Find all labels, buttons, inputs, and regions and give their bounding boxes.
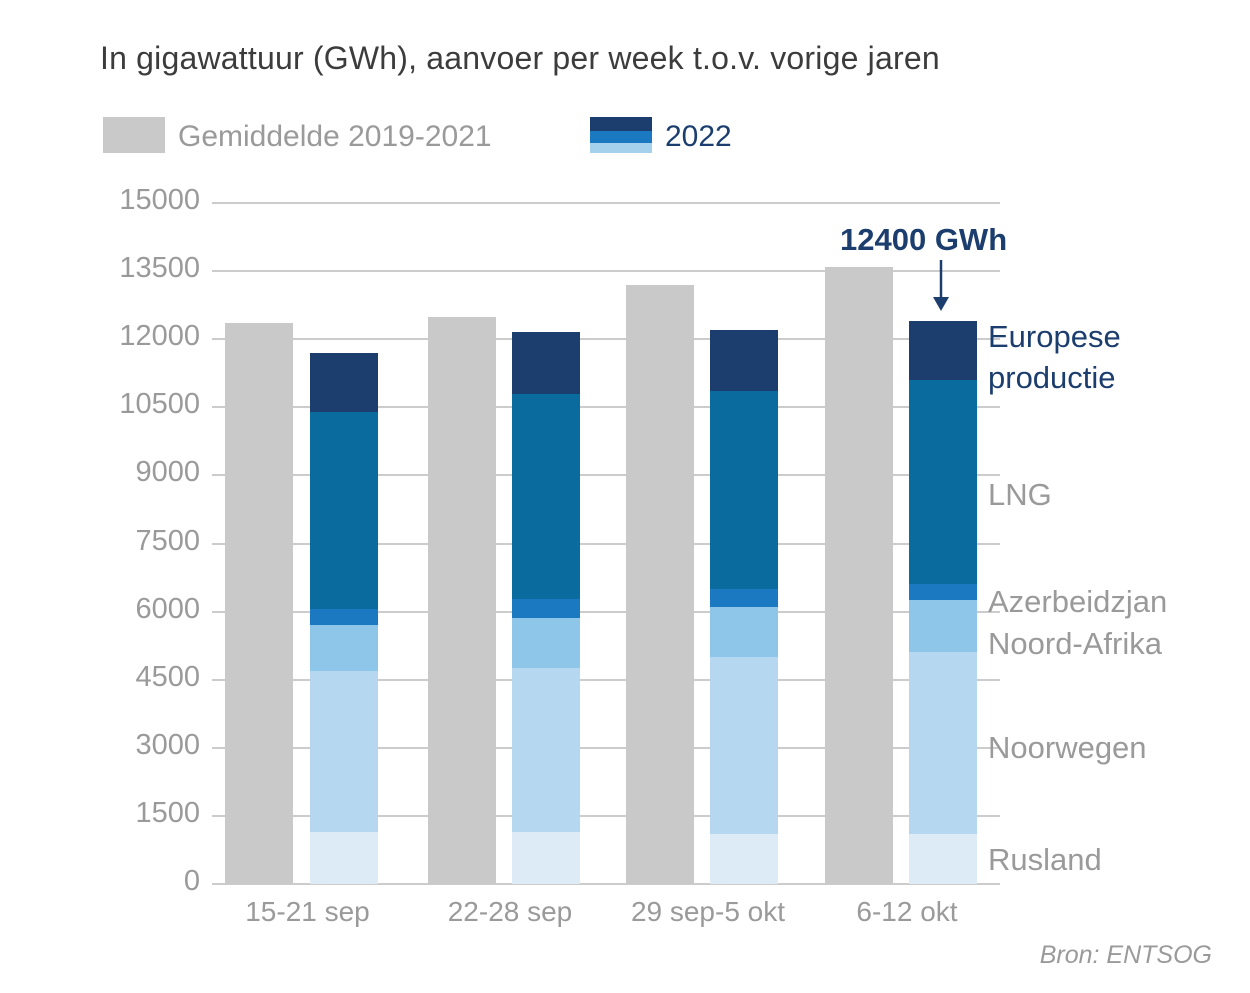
source-credit: Bron: ENTSOG — [1039, 941, 1212, 969]
segment-rusland — [310, 831, 378, 884]
y-tick-label: 6000 — [135, 592, 200, 625]
legend-swatch-2022-stripe-dark — [590, 117, 652, 131]
y-tick-label: 0 — [183, 865, 200, 897]
bar-2022-2 — [512, 332, 580, 884]
segment-noord_afrika — [310, 625, 378, 671]
segment-rusland — [512, 831, 580, 884]
right-label-noord-afrika: Noord-Afrika — [988, 626, 1162, 661]
segment-rusland — [710, 834, 778, 884]
bar-average-3 — [626, 284, 694, 884]
segment-noorwegen — [710, 657, 778, 835]
bar-2022-1 — [310, 352, 378, 884]
segment-noorwegen — [512, 668, 580, 832]
bar-2022-4 — [909, 321, 977, 884]
chart-title: In gigawattuur (GWh), aanvoer per week t… — [100, 40, 940, 76]
right-label-azerbeidzjan: Azerbeidzjan — [988, 584, 1168, 619]
y-tick-label: 3000 — [135, 728, 200, 761]
segment-europese_productie — [512, 332, 580, 395]
gridline — [212, 474, 1000, 477]
right-label-rusland: Rusland — [988, 842, 1102, 877]
segment-lng — [512, 394, 580, 600]
bar-average-1 — [225, 323, 293, 884]
x-tick-label: 29 sep-5 okt — [630, 896, 786, 927]
y-tick-label: 7500 — [135, 524, 200, 557]
gridline — [212, 678, 1000, 681]
x-tick-label: 22-28 sep — [447, 896, 573, 927]
x-tick-label: 6-12 okt — [856, 896, 958, 927]
gridline — [212, 814, 1000, 817]
peak-value-annotation: 12400 GWh — [840, 222, 1008, 257]
segment-lng — [310, 411, 378, 610]
legend-swatch-2022-stripe-light — [590, 143, 652, 153]
gridline — [212, 746, 1000, 749]
segment-lng — [909, 380, 977, 585]
segment-noord_afrika — [512, 617, 580, 669]
gridline — [212, 542, 1000, 545]
segment-azerbeidzjan — [310, 609, 378, 626]
legend-swatch-2022-stripe-mid — [590, 131, 652, 143]
x-tick-label: 15-21 sep — [245, 896, 370, 927]
legend-swatch-average — [103, 117, 165, 153]
segment-lng — [710, 391, 778, 589]
gridline — [212, 270, 1000, 273]
y-tick-label: 12000 — [119, 320, 200, 353]
gridline — [212, 202, 1000, 204]
right-label-noorwegen: Noorwegen — [988, 730, 1147, 765]
bar-average-2 — [428, 316, 496, 884]
segment-azerbeidzjan — [710, 588, 778, 608]
segment-noord_afrika — [909, 600, 977, 653]
gridline — [212, 883, 1000, 885]
gridline — [212, 610, 1000, 613]
legend-label-2022: 2022 — [665, 120, 732, 153]
segment-europese_productie — [909, 321, 977, 381]
y-tick-label: 15000 — [119, 184, 200, 216]
gridline — [212, 338, 1000, 341]
bar-average-4 — [825, 266, 893, 884]
y-tick-label: 4500 — [135, 660, 200, 693]
segment-noord_afrika — [710, 607, 778, 657]
gridline — [212, 406, 1000, 409]
segment-noorwegen — [310, 670, 378, 832]
segment-azerbeidzjan — [909, 584, 977, 601]
y-tick-label: 13500 — [119, 252, 200, 285]
right-label-europese-productie: Europese productie — [988, 319, 1121, 395]
legend-swatch-2022 — [590, 117, 652, 153]
y-tick-label: 10500 — [119, 388, 200, 421]
segment-europese_productie — [310, 352, 378, 412]
segment-rusland — [909, 834, 977, 884]
segment-azerbeidzjan — [512, 599, 580, 618]
legend-label-average: Gemiddelde 2019-2021 — [178, 120, 492, 153]
down-arrow-icon — [933, 260, 949, 311]
segment-europese_productie — [710, 330, 778, 392]
right-label-lng: LNG — [988, 477, 1052, 512]
y-tick-label: 9000 — [135, 456, 200, 489]
bar-2022-3 — [710, 330, 778, 884]
y-tick-label: 1500 — [135, 796, 200, 829]
segment-noorwegen — [909, 652, 977, 835]
